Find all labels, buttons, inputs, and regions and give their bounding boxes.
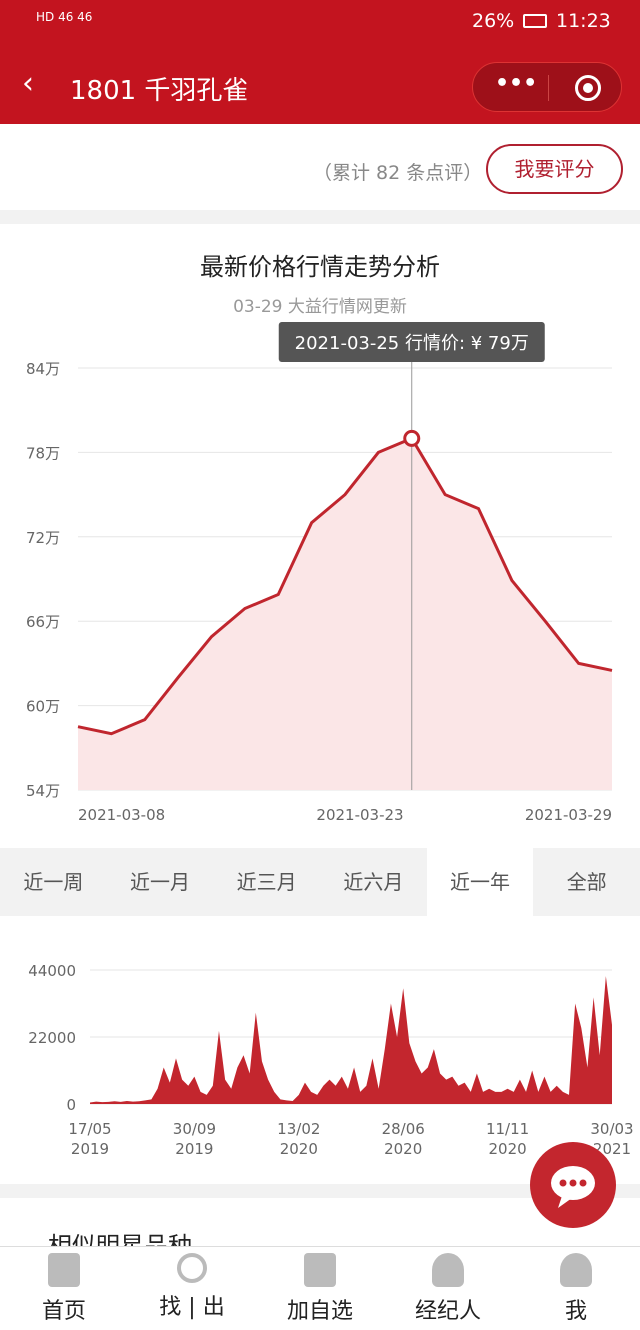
tab-all[interactable]: 全部 (566, 870, 607, 894)
y-tick-label: 44000 (28, 962, 76, 980)
user-icon (560, 1253, 592, 1287)
x-tick-label: 13/02 (277, 1120, 320, 1138)
back-icon[interactable]: ‹ (22, 66, 34, 101)
nav-search[interactable]: 找 | 出 (128, 1247, 256, 1330)
page-title: 1801 千羽孔雀 (70, 76, 249, 106)
signal-status: HD 46 46 (36, 10, 93, 24)
tab-year[interactable]: 近一年 (426, 848, 534, 916)
tooltip (278, 322, 545, 362)
broker-icon (432, 1253, 464, 1287)
x-tick-label: 17/05 (68, 1120, 111, 1138)
x-tick-label: 28/06 (382, 1120, 425, 1138)
rate-button[interactable]: 我要评分 (486, 144, 623, 194)
tab-week[interactable]: 近一周 (23, 870, 84, 894)
mini-program-capsule: ••• (472, 62, 622, 112)
price-area (78, 438, 612, 790)
y-tick-label: 22000 (28, 1029, 76, 1047)
x-tick-label: 11/11 (486, 1120, 529, 1138)
search-icon (177, 1253, 207, 1283)
nav-label: 我 (564, 1299, 587, 1324)
chart-title: 最新价格行情走势分析 (200, 253, 440, 281)
price-chart[interactable]: 84万 78万 72万 66万 60万 54万 2021-03-08 2021-03-23 20… (0, 320, 640, 840)
close-target-icon[interactable] (575, 75, 601, 101)
volume-chart: 44000 22000 0 17/05 2019 30/09 2019 13/02 2020 28… (28, 962, 633, 1158)
nav-label: 加自选 (286, 1299, 353, 1324)
x-tick-year: 2020 (280, 1140, 318, 1158)
y-tick-label: 66万 (26, 613, 60, 631)
header-bar: HD 46 46 26% 11:23 ‹ 1801 千羽孔雀 ••• (0, 0, 640, 124)
x-tick-label: 2021-03-29 (525, 806, 612, 824)
y-tick-label: 78万 (26, 444, 60, 462)
nav-label: 首页 (41, 1299, 86, 1324)
y-tick-label: 72万 (26, 529, 60, 547)
x-tick-label: 2021-03-08 (78, 806, 165, 824)
highlight-point (403, 429, 421, 447)
nav-broker[interactable]: 经纪人 (384, 1247, 512, 1330)
nav-label: 经纪人 (414, 1299, 481, 1324)
tab-month[interactable]: 近一月 (130, 870, 190, 894)
nav-home[interactable]: 首页 (0, 1247, 128, 1330)
tab-6months[interactable]: 近六月 (343, 870, 404, 894)
x-tick-year: 2020 (489, 1140, 527, 1158)
x-tick-year: 2019 (175, 1140, 213, 1158)
bookmark-star-icon (304, 1253, 336, 1287)
chart-subtitle: 03-29 大益行情网更新 (233, 297, 407, 317)
x-tick-year: 2019 (71, 1140, 109, 1158)
home-icon (48, 1253, 80, 1287)
nav-watchlist[interactable]: 加自选 (256, 1247, 384, 1330)
range-tabs: 近一周 近一月 近三月 近六月 近一年 全部 (0, 848, 640, 916)
x-tick-year: 2020 (384, 1140, 422, 1158)
tab-3months[interactable]: 近三月 (236, 870, 297, 894)
nav-me[interactable]: 我 (512, 1247, 640, 1330)
x-tick-label: 30/09 (173, 1120, 216, 1138)
x-tick-label: 2021-03-23 (316, 806, 403, 824)
battery-icon (523, 14, 547, 28)
y-tick-label: 54万 (26, 782, 60, 800)
price-line (77, 436, 613, 736)
chat-bubble-icon (551, 1166, 595, 1208)
volume-area (90, 976, 612, 1104)
x-tick-label: 30/03 (590, 1120, 633, 1138)
chat-button[interactable] (530, 1142, 616, 1228)
y-tick-label: 0 (66, 1096, 76, 1114)
y-tick-label: 60万 (26, 698, 60, 716)
bottom-nav: 首页 找 | 出 加自选 经纪人 我 (0, 1246, 640, 1330)
battery-level: 26% (472, 10, 515, 32)
nav-label: 找 | 出 (159, 1295, 225, 1320)
review-count: （累计 82 条点评） (313, 162, 483, 184)
tooltip-text: 2021-03-25 行情价: ¥ 79万 (295, 333, 529, 354)
y-tick-label: 84万 (26, 360, 60, 378)
clock: 11:23 (556, 10, 611, 32)
more-button[interactable]: ••• (495, 71, 538, 96)
